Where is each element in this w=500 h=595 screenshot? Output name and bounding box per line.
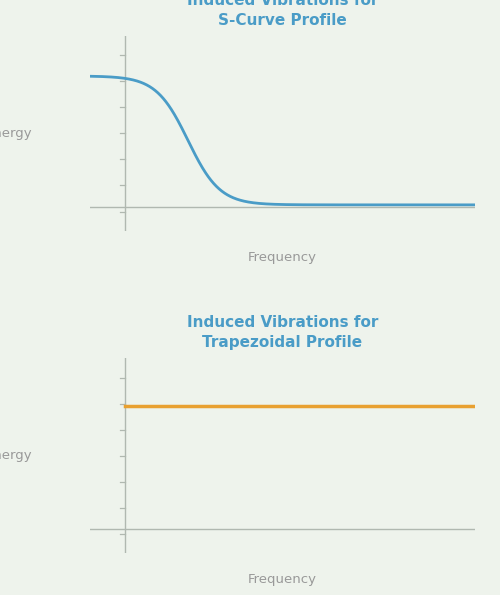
Text: Frequency: Frequency xyxy=(248,573,317,586)
Text: Energy: Energy xyxy=(0,127,32,140)
Title: Induced Vibrations for
S-Curve Profile: Induced Vibrations for S-Curve Profile xyxy=(187,0,378,27)
Text: Energy: Energy xyxy=(0,449,32,462)
Title: Induced Vibrations for
Trapezoidal Profile: Induced Vibrations for Trapezoidal Profi… xyxy=(187,315,378,350)
Text: Frequency: Frequency xyxy=(248,250,317,264)
